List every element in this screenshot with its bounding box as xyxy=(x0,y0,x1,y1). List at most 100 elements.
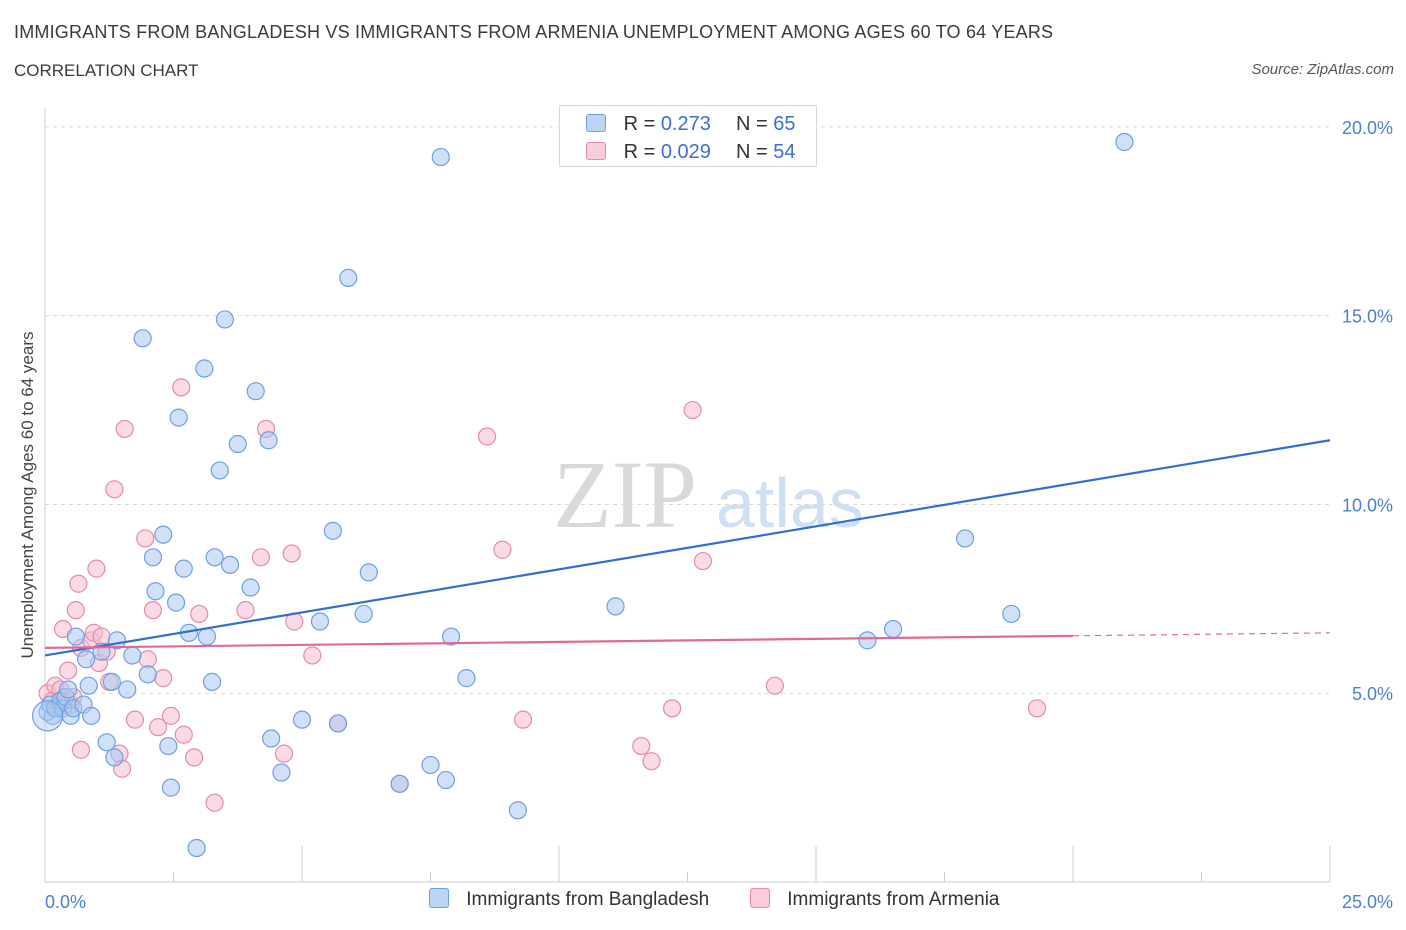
armenia-point xyxy=(125,710,145,729)
bangladesh-point xyxy=(133,329,152,348)
armenia-point xyxy=(274,744,294,763)
y-tick-label: 15.0% xyxy=(1342,307,1393,327)
bangladesh-point xyxy=(123,646,142,665)
bangladesh-point xyxy=(118,680,137,699)
bangladesh-point xyxy=(246,382,265,401)
bangladesh-point xyxy=(328,714,348,733)
bangladesh-point xyxy=(220,555,240,574)
bangladesh-point xyxy=(169,408,188,427)
axes: 5.0% 10.0% 15.0% 20.0% 0.0% 25.0% xyxy=(44,108,1393,912)
armenia-point xyxy=(693,551,713,571)
bangladesh-point xyxy=(436,770,456,790)
armenia-point xyxy=(59,661,78,680)
armenia-point xyxy=(66,601,85,620)
armenia-point xyxy=(190,604,209,624)
bangladesh-point xyxy=(508,801,527,820)
stats-row-bangladesh: R = 0.273 N = 65 xyxy=(586,113,796,139)
n-value: 54 xyxy=(773,141,796,163)
armenia-point xyxy=(92,627,111,646)
bangladesh-point xyxy=(102,672,121,691)
armenia-point xyxy=(205,793,224,812)
trend-line-blue xyxy=(44,439,1331,657)
bangladesh-point xyxy=(228,434,247,454)
legend-item-armenia[interactable]: Immigrants from Armenia xyxy=(750,888,1000,914)
bangladesh-point xyxy=(59,680,78,699)
bangladesh-point xyxy=(138,665,157,684)
trend-lines xyxy=(44,439,1331,657)
bangladesh-point xyxy=(292,710,312,729)
bangladesh-point xyxy=(205,548,224,567)
bangladesh-point xyxy=(97,733,116,752)
legend-item-bangladesh[interactable]: Immigrants from Bangladesh xyxy=(429,888,709,914)
armenia-point xyxy=(138,650,157,669)
r-value: 0.273 xyxy=(660,113,711,135)
trend-line-extension-pink xyxy=(1072,632,1331,637)
armenia-point xyxy=(765,676,784,695)
bangladesh-point xyxy=(441,627,461,646)
armenia-point xyxy=(1027,699,1047,718)
armenia-point xyxy=(87,559,106,578)
y-tick-label: 5.0% xyxy=(1352,684,1393,704)
bangladesh-point xyxy=(31,700,64,732)
legend-label: Immigrants from Armenia xyxy=(787,889,1000,910)
r-label: R = xyxy=(623,113,656,135)
bangladesh-point xyxy=(272,763,291,782)
legend-swatch-pink xyxy=(750,888,770,908)
armenia-point xyxy=(662,699,682,718)
chart-title: IMMIGRANTS FROM BANGLADESH VS IMMIGRANTS… xyxy=(14,22,1054,42)
legend-swatch-blue xyxy=(429,888,449,908)
watermark-zip: ZIP xyxy=(553,441,697,548)
bangladesh-point xyxy=(105,748,124,767)
armenia-point xyxy=(161,706,181,725)
stats-row-armenia: R = 0.029 N = 54 xyxy=(586,141,796,167)
armenia-point xyxy=(493,540,512,559)
bangladesh-point xyxy=(259,431,278,450)
armenia-point xyxy=(148,718,168,737)
armenia-point xyxy=(632,736,651,756)
bangladesh-point xyxy=(606,597,625,616)
armenia-point xyxy=(115,419,134,439)
bangladesh-point xyxy=(241,578,260,597)
x-tick-label: 0.0% xyxy=(45,892,86,912)
bangladesh-point xyxy=(197,627,217,646)
armenia-point xyxy=(282,544,301,563)
armenia-point xyxy=(69,574,88,593)
armenia-point xyxy=(477,427,497,446)
bangladesh-point xyxy=(161,778,181,797)
bangladesh-point xyxy=(174,559,193,578)
watermark-atlas: atlas xyxy=(716,464,864,542)
bangladesh-point xyxy=(955,529,975,548)
watermark: ZIP atlas xyxy=(553,441,864,548)
bangladesh-point xyxy=(421,755,440,775)
bangladesh-point xyxy=(359,563,378,582)
armenia-point xyxy=(303,646,322,665)
bangladesh-point xyxy=(82,706,101,725)
r-value: 0.029 xyxy=(660,141,711,163)
legend-swatch-blue xyxy=(586,114,606,132)
n-label: N = xyxy=(736,141,768,163)
y-tick-label: 20.0% xyxy=(1342,118,1393,138)
stats-legend: R = 0.273 N = 65 R = 0.029 N = 54 xyxy=(559,105,817,167)
armenia-point xyxy=(642,752,661,771)
bangladesh-point xyxy=(210,461,229,480)
bangladesh-point xyxy=(323,521,342,540)
series-armenia-points xyxy=(38,378,1047,812)
bangladesh-point xyxy=(195,359,214,378)
bangladesh-point xyxy=(858,631,877,650)
n-value: 65 xyxy=(773,113,796,135)
bangladesh-point xyxy=(390,774,409,793)
legend-label: Immigrants from Bangladesh xyxy=(466,889,710,910)
bangladesh-point xyxy=(339,268,358,288)
n-label: N = xyxy=(736,113,768,135)
armenia-point xyxy=(251,548,270,567)
chart-subtitle: CORRELATION CHART xyxy=(14,61,199,80)
armenia-point xyxy=(184,748,204,767)
bangladesh-point xyxy=(215,310,234,329)
y-axis-label: Unemployment Among Ages 60 to 64 years xyxy=(18,332,37,659)
x-tick-label: 25.0% xyxy=(1342,892,1393,912)
bangladesh-point xyxy=(1115,132,1134,152)
bangladesh-point xyxy=(187,838,206,858)
bangladesh-point xyxy=(146,582,165,601)
armenia-point xyxy=(143,601,163,620)
